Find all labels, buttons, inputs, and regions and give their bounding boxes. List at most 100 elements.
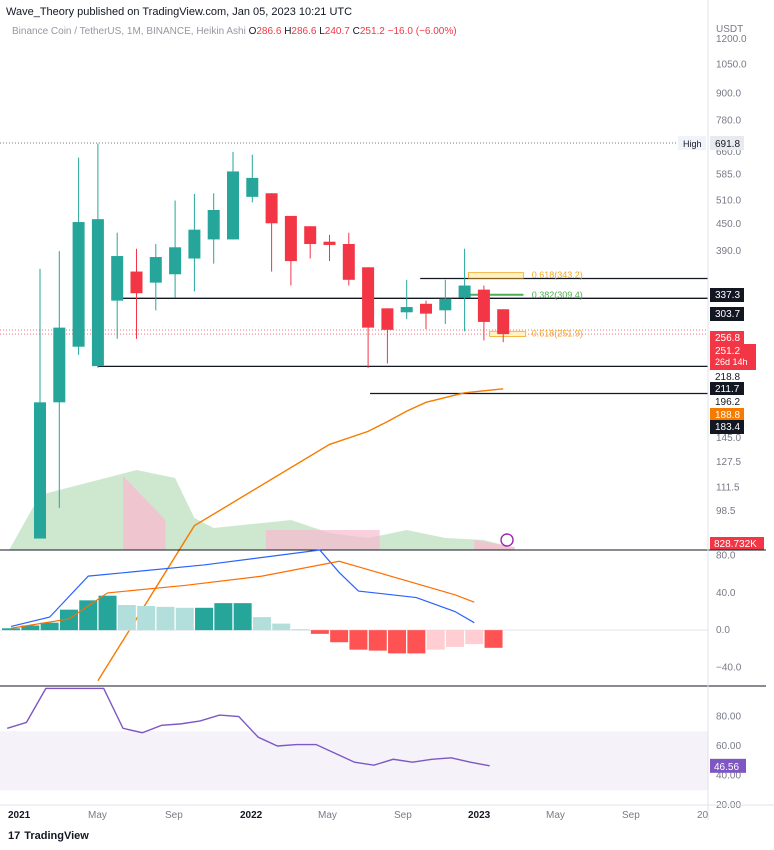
macd-histogram-bar	[310, 630, 329, 634]
price-tick-label: 111.5	[716, 482, 740, 493]
rsi-band	[0, 731, 708, 791]
macd-histogram-bar	[484, 630, 503, 648]
macd-histogram-bar	[117, 605, 136, 631]
level-badge	[710, 344, 756, 370]
high-label-bg	[678, 135, 706, 150]
candle-body	[362, 267, 375, 328]
rsi-tick-label: 40.00	[716, 771, 741, 782]
rsi-badge-label: 46.56	[714, 762, 739, 773]
fib-zone-box	[468, 272, 524, 279]
time-tick-label: May	[88, 810, 107, 821]
candle-body	[420, 303, 432, 314]
level-badge	[710, 420, 744, 434]
fib-label: 0.618(251.9)	[532, 329, 583, 339]
high-value: 286.6	[291, 26, 317, 37]
macd-histogram-bar	[407, 630, 426, 654]
time-tick-label: 2023	[468, 810, 491, 821]
level-badge	[710, 408, 744, 422]
macd-histogram-bar	[233, 603, 252, 631]
moving-average-line	[97, 388, 504, 682]
brand-name: TradingView	[24, 830, 89, 842]
candle-body	[400, 307, 413, 313]
tradingview-footer: 17 TradingView	[8, 830, 89, 842]
macd-histogram-bar	[21, 625, 40, 631]
time-tick-label: May	[318, 810, 337, 821]
candle-body	[227, 171, 239, 240]
rsi-tick-label: 60.00	[716, 741, 741, 752]
candle-body	[284, 215, 297, 262]
macd-histogram-bar	[40, 622, 59, 631]
macd-histogram-bar	[2, 628, 21, 631]
level-badge	[710, 135, 744, 150]
macd-histogram-bar	[214, 603, 233, 631]
candle-body	[381, 308, 394, 330]
macd-histogram-bar	[388, 630, 407, 654]
rsi-badge	[710, 758, 746, 773]
level-badge	[710, 382, 744, 396]
macd-histogram-bar	[349, 630, 368, 650]
macd-tick-label: 40.0	[716, 588, 736, 599]
macd-histogram-bar	[98, 595, 117, 631]
price-tick-label: 780.0	[716, 115, 741, 126]
fib-label: 0.618(343.2)	[532, 270, 583, 280]
tradingview-logo-icon: 17	[8, 830, 21, 842]
candle-body	[497, 309, 510, 335]
level-badge-label: 251.2	[715, 346, 740, 357]
time-tick-label: Sep	[165, 810, 183, 821]
macd-histogram-bar	[252, 617, 271, 631]
candle-body	[439, 298, 452, 311]
high-label: High	[683, 139, 702, 149]
candle-body	[265, 193, 278, 224]
price-tick-label: 660.0	[716, 147, 741, 158]
price-tick-label: 98.5	[716, 506, 736, 517]
rsi-tick-label: 80.00	[716, 712, 741, 723]
candle-body	[477, 289, 490, 322]
price-tick-label: 127.5	[716, 457, 741, 468]
macd-tick-label: 0.0	[716, 625, 730, 636]
symbol-name: Binance Coin / TetherUS, 1M, BINANCE, He…	[12, 26, 246, 37]
candle-body	[323, 241, 336, 245]
macd-histogram-bar	[79, 600, 98, 631]
candle-body	[342, 244, 355, 280]
macd-histogram-bar	[175, 607, 194, 631]
level-badge	[710, 395, 744, 409]
level-badge-label: 256.8	[715, 333, 740, 344]
level-badge-label: 196.2	[715, 397, 740, 408]
time-tick-label: Sep	[394, 810, 412, 821]
volume-area-red	[474, 540, 515, 550]
time-tick-label: May	[546, 810, 565, 821]
price-tick-label: 1200.0	[716, 34, 747, 45]
level-badge-label: 303.7	[715, 309, 740, 320]
low-value: 240.7	[324, 26, 350, 37]
time-tick-label: 20	[697, 810, 709, 821]
price-tick-label: 145.0	[716, 433, 741, 444]
price-tick-label: 510.0	[716, 196, 741, 207]
candle-body	[207, 210, 220, 240]
macd-tick-label: −40.0	[716, 662, 742, 673]
candle-body	[188, 229, 201, 259]
price-tick-label: 585.0	[716, 170, 741, 181]
price-tick-label: 1050.0	[716, 59, 747, 70]
level-badge-label: 211.7	[715, 384, 740, 395]
macd-tick-label: 80.0	[716, 551, 736, 562]
volume-badge	[710, 537, 764, 550]
change-value: −16.0 (−6.00%)	[387, 26, 457, 37]
symbol-ohlc-line: Binance Coin / TetherUS, 1M, BINANCE, He…	[12, 26, 457, 37]
macd-histogram-bar	[137, 605, 156, 631]
candle-body	[91, 219, 104, 367]
macd-histogram-bar	[59, 609, 78, 631]
level-badge-label: 691.8	[715, 139, 740, 150]
candle-body	[149, 257, 162, 283]
volume-area	[9, 470, 515, 550]
candle-body	[72, 222, 85, 347]
candle-body	[34, 402, 46, 539]
price-tick-label: 390.0	[716, 246, 741, 257]
macd-pane[interactable]: 80.0 40.0 0.0 −40.0	[0, 549, 766, 687]
time-axis[interactable]: 2021 May Sep 2022 May Sep 2023 May Sep 20	[0, 0, 774, 821]
level-badge-label: 188.8	[715, 410, 740, 421]
candle-body	[246, 177, 259, 197]
candle-body	[169, 247, 182, 275]
